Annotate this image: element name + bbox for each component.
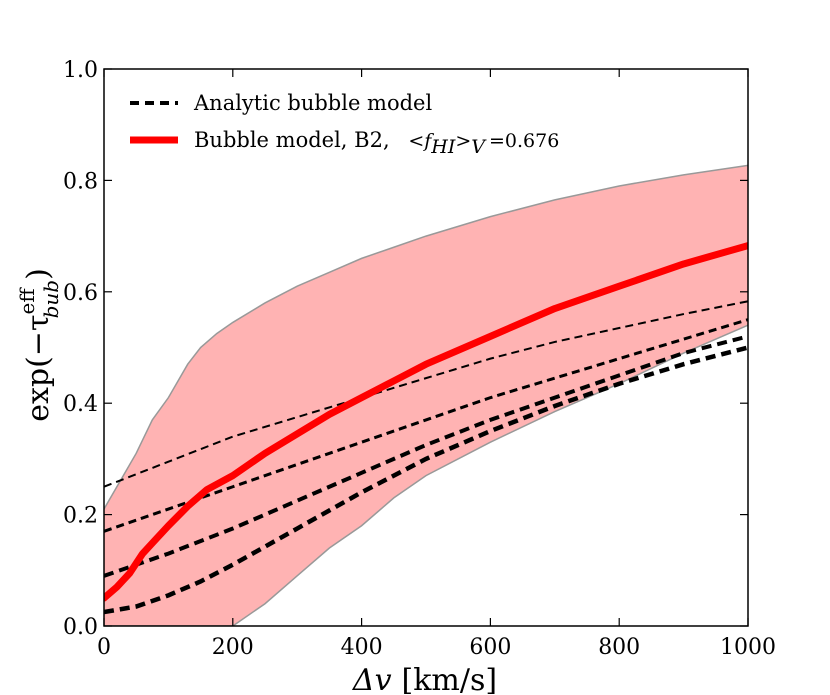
y-tick-label: 0.6 xyxy=(63,281,98,306)
plot-area xyxy=(104,164,748,626)
analytic-line-2 xyxy=(104,318,748,533)
x-tick-label: 1000 xyxy=(720,635,776,660)
x-tick-label: 800 xyxy=(598,635,640,660)
analytic-line-3 xyxy=(104,334,748,578)
bubble-model-line xyxy=(104,242,748,602)
legend: Analytic bubble model Bubble model, B2, … xyxy=(130,91,559,158)
x-tick-label: 200 xyxy=(212,635,254,660)
y-axis-label: exp(−τeffbub) xyxy=(15,268,63,422)
band-lower-edge xyxy=(104,324,748,626)
x-tick-label: 600 xyxy=(469,635,511,660)
band-upper-edge xyxy=(104,164,748,510)
y-tick-label: 0.4 xyxy=(63,392,98,417)
y-tick-label: 0.2 xyxy=(63,504,98,529)
y-tick-label: 0.0 xyxy=(63,615,98,640)
legend-label-analytic: Analytic bubble model xyxy=(193,91,432,115)
plot-frame xyxy=(103,68,749,627)
legend-label-bubble: Bubble model, B2, <fHI>V =0.676 xyxy=(194,128,559,158)
y-tick-label: 1.0 xyxy=(63,58,98,83)
axes: 0 200 400 600 800 1000 0.0 0.2 0.4 0.6 0.8 1.0 xyxy=(63,58,776,660)
x-tick-label: 400 xyxy=(341,635,383,660)
x-tick-label: 0 xyxy=(97,635,111,660)
confidence-band xyxy=(104,165,748,626)
analytic-line-1 xyxy=(104,300,748,488)
x-axis-label: Δv [km/s] xyxy=(352,663,497,695)
y-tick-label: 0.8 xyxy=(63,169,98,194)
analytic-line-4 xyxy=(104,345,748,615)
